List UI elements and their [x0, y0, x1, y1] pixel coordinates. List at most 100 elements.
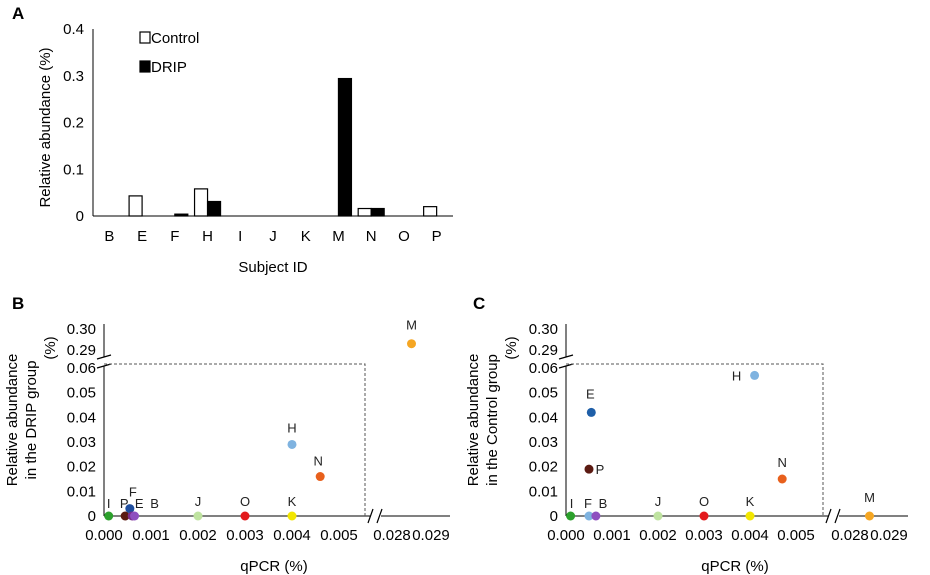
panel-a-y-tick-label: 0.4 — [63, 21, 84, 38]
x-axis-label: qPCR (%) — [240, 558, 308, 575]
data-point-label: H — [287, 420, 296, 435]
x-tick-label: 0.003 — [226, 527, 264, 544]
y-tick-label: 0.06 — [529, 360, 558, 377]
panel-a-x-axis-label: Subject ID — [238, 259, 307, 276]
x-tick-label: 0.004 — [731, 527, 769, 544]
panel-a-letter: A — [12, 4, 24, 23]
data-point-label: F — [129, 485, 137, 500]
panel-a-y-tick-label: 0 — [76, 208, 84, 225]
panel-a-bar-drip — [206, 200, 222, 217]
panel-a-x-tick-label: I — [238, 228, 242, 245]
panel-a-bar-control — [128, 195, 143, 217]
panel-a-x-tick-label: K — [301, 228, 311, 245]
y-axis-label: (%) — [42, 336, 59, 359]
inset-dashed-box — [104, 363, 366, 516]
y-tick-label: 0 — [88, 508, 96, 525]
panel-a-x-tick-label: E — [137, 228, 147, 245]
panel-a-bar-drip — [370, 207, 385, 217]
panel-a-x-tick-label: F — [170, 228, 179, 245]
panel-a-bar-drip — [174, 213, 189, 217]
x-tick-label: 0.002 — [639, 527, 677, 544]
y-tick-label: 0.30 — [67, 321, 96, 338]
panel-a-x-tick-label: N — [366, 228, 377, 245]
data-point-label: I — [107, 496, 111, 511]
data-point-label: M — [864, 490, 875, 505]
data-point-label: O — [699, 494, 709, 509]
panel-a-legend-label: Control — [151, 30, 199, 47]
panel-a-x-tick-label: B — [104, 228, 114, 245]
panel-a-legend-swatch — [139, 31, 151, 44]
data-point-e — [586, 407, 596, 417]
panel-a-bar-drip — [337, 77, 353, 217]
y-axis-break-mark — [558, 354, 574, 369]
data-point-k — [745, 511, 755, 521]
data-point-i — [104, 511, 114, 521]
data-point-label: N — [778, 455, 787, 470]
data-point-i — [566, 511, 576, 521]
data-point-h — [287, 439, 297, 449]
data-point-label: F — [584, 496, 592, 511]
x-tick-label: 0.029 — [870, 527, 908, 544]
data-point-m — [865, 511, 874, 521]
y-axis-label: Relative abundance — [465, 354, 482, 487]
data-point-label: M — [406, 318, 417, 333]
x-tick-label: 0.003 — [685, 527, 723, 544]
data-point-label: I — [570, 496, 574, 511]
panel-a-x-tick-label: O — [398, 228, 410, 245]
y-tick-label: 0.01 — [67, 483, 96, 500]
x-tick-label: 0.028 — [373, 527, 411, 544]
y-axis-label: Relative abundance — [4, 354, 21, 487]
x-tick-label: 0.028 — [831, 527, 869, 544]
x-tick-label: 0.005 — [777, 527, 815, 544]
y-tick-label: 0.04 — [529, 409, 558, 426]
panel-a-x-tick-label: H — [202, 228, 213, 245]
data-point-p — [584, 464, 594, 474]
y-tick-label: 0.01 — [529, 483, 558, 500]
panel-c-letter: C — [473, 294, 485, 313]
data-point-label: P — [120, 496, 129, 511]
panel-b-letter: B — [12, 294, 24, 313]
data-point-b — [130, 511, 140, 521]
data-point-p — [120, 511, 130, 521]
y-tick-label: 0.29 — [529, 342, 558, 359]
y-tick-label: 0.29 — [67, 342, 96, 359]
x-tick-label: 0.029 — [412, 527, 450, 544]
data-point-n — [777, 474, 787, 484]
panel-a-y-tick-label: 0.2 — [63, 115, 84, 132]
panel-a: A 0 0.1 0.2 0.3 0.4 Relative abundance (%) B E F H… — [12, 4, 453, 276]
data-point-label: B — [599, 496, 608, 511]
x-tick-label: 0.001 — [132, 527, 170, 544]
x-tick-label: 0.005 — [320, 527, 358, 544]
x-tick-label: 0.000 — [547, 527, 585, 544]
data-point-j — [193, 511, 203, 521]
data-point-k — [287, 511, 297, 521]
y-tick-label: 0 — [550, 508, 558, 525]
data-point-label: O — [240, 494, 250, 509]
data-point-label: J — [655, 494, 662, 509]
panel-a-y-axis-label: Relative abundance (%) — [37, 47, 54, 207]
x-tick-label: 0.000 — [85, 527, 123, 544]
y-tick-label: 0.03 — [67, 434, 96, 451]
panel-a-legend-swatch — [139, 60, 151, 73]
y-axis-label: (%) — [503, 336, 520, 359]
x-axis-label: qPCR (%) — [701, 558, 769, 575]
panel-a-x-tick-label: J — [269, 228, 277, 245]
panel-a-bar-control — [357, 207, 372, 217]
panel-c: C 0 0.01 0.02 0.03 0.04 0.05 0.060.29 0.30 0.000 0… — [465, 294, 908, 575]
panel-b: B 0 0.01 0.02 0.03 0.04 0.05 0.060.29 0.30 0.000 0… — [4, 294, 450, 575]
x-axis-break-mark — [825, 508, 841, 524]
y-tick-label: 0.30 — [529, 321, 558, 338]
data-point-label: B — [150, 496, 159, 511]
y-axis-break-mark — [96, 354, 112, 369]
panel-a-legend-label: DRIP — [151, 59, 187, 76]
x-tick-label: 0.002 — [179, 527, 217, 544]
panel-a-x-tick-label: M — [332, 228, 345, 245]
y-axis-label: in the Control group — [484, 354, 501, 486]
data-point-o — [240, 511, 250, 521]
data-point-o — [699, 511, 709, 521]
y-tick-label: 0.04 — [67, 409, 96, 426]
panel-a-y-tick-label: 0.3 — [63, 68, 84, 85]
data-point-f — [584, 511, 594, 521]
x-axis-break-mark — [367, 508, 383, 524]
